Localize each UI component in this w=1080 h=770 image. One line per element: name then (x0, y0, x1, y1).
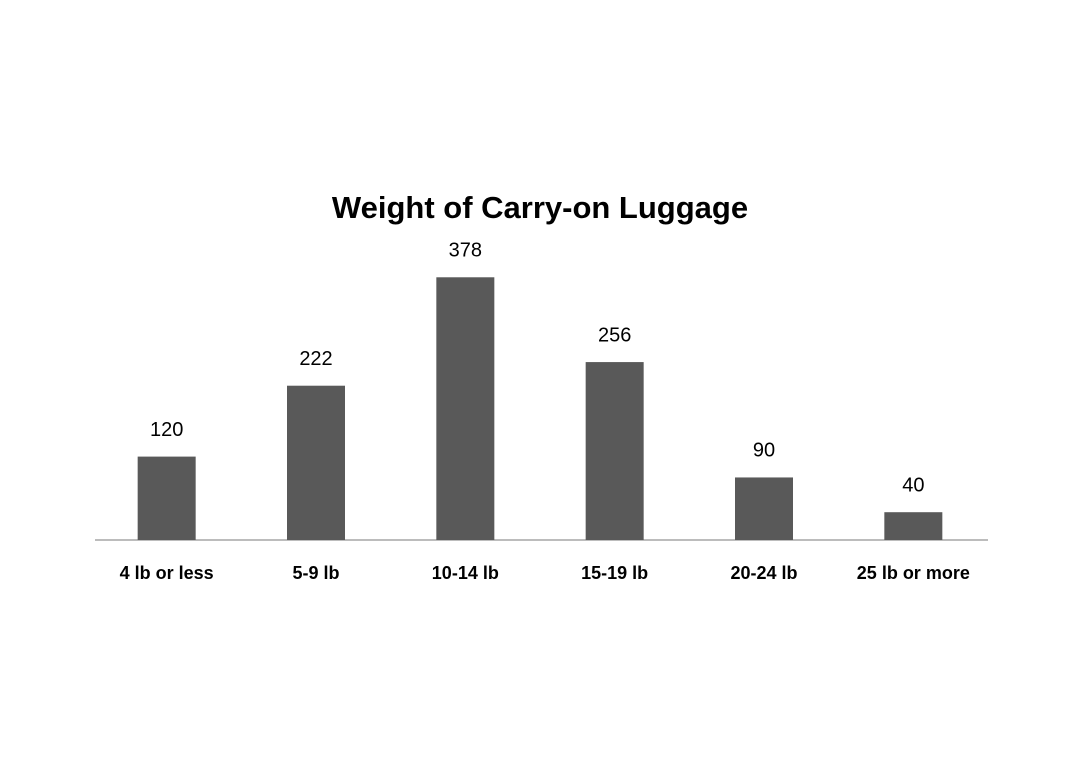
bar (137, 456, 196, 540)
value-label: 40 (902, 474, 924, 496)
x-tick-label: 15-19 lb (581, 563, 648, 583)
x-tick-label: 10-14 lb (432, 563, 499, 583)
value-label: 120 (150, 419, 183, 441)
bar (585, 362, 644, 540)
bar (884, 512, 943, 540)
x-tick-label: 25 lb or more (857, 563, 970, 583)
bar (436, 277, 495, 540)
x-tick-label: 4 lb or less (120, 563, 214, 583)
value-label: 256 (598, 324, 631, 346)
value-label: 378 (449, 240, 482, 262)
x-tick-label: 5-9 lb (292, 563, 339, 583)
value-label: 222 (299, 348, 332, 370)
bar (287, 385, 345, 540)
value-label: 90 (753, 440, 775, 462)
x-tick-label: 20-24 lb (730, 563, 797, 583)
bar (735, 477, 793, 540)
chart-title: Weight of Carry-on Luggage (332, 190, 748, 225)
